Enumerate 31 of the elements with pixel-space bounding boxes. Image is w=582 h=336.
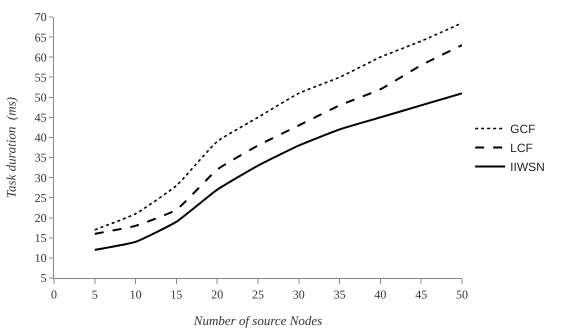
y-tick-label: 55 [34, 70, 47, 84]
x-tick-label: 0 [51, 287, 57, 302]
y-tick-label: 20 [34, 210, 47, 225]
legend-label: IIWSN [510, 160, 545, 174]
x-axis-title: Number of source Nodes [192, 313, 322, 328]
y-axis-title: Task duration (ms) [4, 96, 19, 198]
x-tick-label: 30 [292, 287, 305, 302]
x-tick-label: 50 [456, 287, 468, 302]
y-tick-label: 45 [34, 110, 47, 125]
x-tick-label: 10 [130, 287, 142, 302]
legend-label: GCF [510, 122, 536, 136]
y-tick-label: 60 [34, 50, 47, 64]
line-series [94, 92, 462, 251]
y-tick-label: 35 [34, 150, 47, 165]
x-tick-label: 15 [170, 287, 182, 302]
x-tick-label: 25 [252, 287, 264, 302]
x-tick-label: 45 [415, 287, 428, 302]
x-tick-label: 35 [334, 287, 346, 302]
y-tick-label: 40 [34, 130, 47, 145]
x-tick-label: 20 [211, 287, 224, 302]
y-tick-label: 65 [34, 30, 47, 44]
y-tick-label: 25 [34, 190, 47, 205]
y-tick-label: 15 [34, 231, 47, 246]
x-tick-label: 40 [374, 287, 386, 302]
x-tick-label: 5 [92, 287, 98, 302]
y-tick-label: 30 [34, 170, 47, 185]
y-tick-label: 50 [34, 90, 47, 105]
legend-label: LCF [510, 141, 533, 156]
y-tick-label: 5 [40, 271, 47, 286]
y-tick-label: 70 [34, 10, 47, 24]
y-tick-label: 10 [34, 251, 47, 266]
